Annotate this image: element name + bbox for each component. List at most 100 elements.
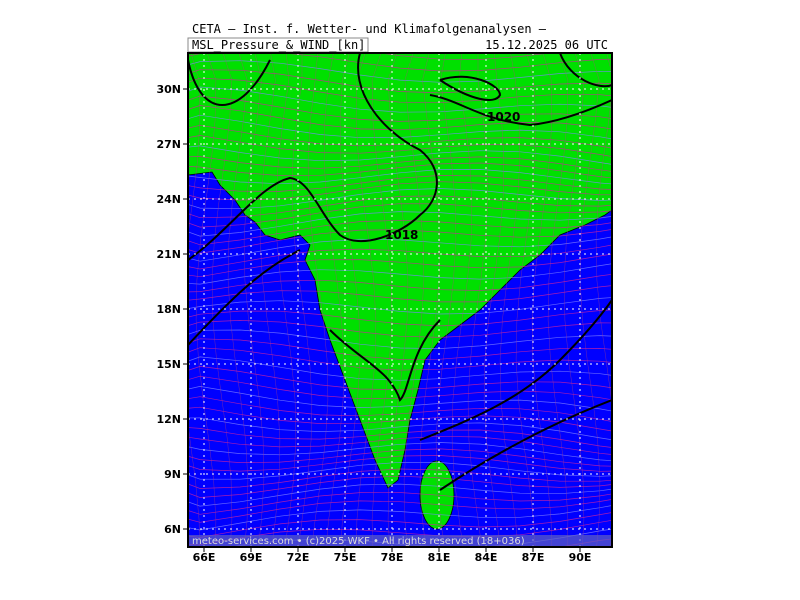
map-frame: [187, 52, 613, 548]
wind-streak: [188, 195, 612, 219]
footer-band: [188, 535, 612, 547]
wind-streak: [275, 53, 297, 547]
wind-streak: [188, 211, 612, 237]
map-body: meteo-services.com • (c)2025 WKF • All r…: [188, 53, 612, 547]
header-title: CETA — Inst. f. Wetter- und Klimafolgena…: [192, 22, 547, 36]
lat-label: 15N: [156, 358, 181, 371]
footer-credit: meteo-services.com • (c)2025 WKF • All r…: [192, 536, 525, 547]
wind-streak: [451, 53, 473, 547]
wind-streak: [188, 253, 612, 278]
wind-streak: [188, 396, 612, 422]
wind-streak: [563, 53, 585, 547]
wind-streak: [188, 86, 612, 113]
wind-streak: [188, 95, 612, 122]
wind-streak: [188, 105, 612, 131]
valid-time: 15.12.2025 06 UTC: [485, 38, 608, 52]
wind-streak: [188, 236, 612, 262]
lon-label: 69E: [240, 551, 263, 564]
lon-label: 66E: [193, 551, 216, 564]
wind-streak: [188, 442, 612, 462]
wind-streak: [188, 461, 612, 480]
wind-streak: [188, 468, 612, 489]
wind-streak: [243, 53, 265, 547]
lon-label: 87E: [522, 551, 545, 564]
lat-label: 12N: [156, 413, 181, 426]
wind-streak: [188, 53, 612, 72]
wind-streak: [419, 53, 441, 547]
wind-streak: [211, 53, 233, 547]
wind-streak: [188, 492, 612, 515]
wind-streak: [188, 203, 612, 228]
lon-label: 72E: [287, 551, 310, 564]
isobars: [188, 53, 612, 491]
wind-streak: [188, 329, 612, 349]
wind-streak: [188, 338, 612, 360]
lat-label: 18N: [156, 303, 181, 316]
lat-label: 30N: [156, 83, 181, 96]
wind-streak: [188, 448, 612, 467]
isobar-label: 1018: [385, 228, 418, 242]
wind-streak: [188, 499, 612, 523]
wind-lines: [188, 53, 612, 547]
field-name: MSL_Pressure_&_WIND_[kn]: [192, 38, 365, 52]
wind-streak: [291, 53, 313, 547]
wind-streak: [188, 181, 612, 201]
wind-streak: [499, 53, 521, 547]
wind-streak: [227, 53, 249, 547]
wind-streak: [611, 232, 612, 243]
wind-streak: [195, 53, 217, 547]
wind-streak: [188, 435, 612, 455]
wind-streak: [307, 53, 329, 547]
lon-label: 78E: [381, 551, 404, 564]
wind-streak: [188, 169, 612, 185]
lon-label: 75E: [334, 551, 357, 564]
wind-streak: [188, 156, 612, 172]
wind-streak: [188, 219, 612, 246]
wind-streak: [483, 53, 505, 547]
wind-streak: [188, 53, 201, 547]
graticule: [188, 53, 612, 547]
isobar-label: 1020: [487, 110, 520, 124]
wind-streak: [515, 53, 537, 547]
wind-streak: [467, 53, 489, 547]
wind-streak: [188, 505, 612, 531]
lat-label: 21N: [156, 248, 181, 261]
wind-streak: [188, 366, 612, 391]
wind-streak: [339, 53, 361, 547]
wind-streak: [188, 297, 612, 315]
wind-streak: [188, 483, 612, 507]
wind-streak: [547, 53, 569, 547]
wind-streak: [188, 77, 612, 104]
wind-streak: [188, 145, 612, 165]
wind-streak: [188, 356, 612, 381]
wind-streak: [259, 53, 281, 547]
wind-streak: [188, 320, 612, 338]
wind-streak: [403, 53, 425, 547]
wind-streak: [435, 53, 457, 547]
wind-streak: [188, 417, 612, 441]
wind-streak: [188, 244, 612, 270]
wind-streak: [387, 53, 409, 547]
wind-streak: [323, 53, 345, 547]
wind-streak: [579, 53, 601, 547]
wind-streak: [595, 53, 612, 547]
lon-label: 84E: [475, 551, 498, 564]
wind-streak: [188, 475, 612, 498]
wind-streak: [188, 455, 612, 472]
wind-streak: [188, 309, 612, 327]
wind-streak: [188, 60, 612, 83]
wind-streak: [188, 69, 612, 94]
lat-label: 9N: [164, 468, 181, 481]
wind-streak: [188, 135, 612, 157]
wind-streak: [188, 263, 612, 285]
lat-label: 24N: [156, 193, 181, 206]
wind-streak: [355, 53, 377, 547]
lon-label: 81E: [428, 551, 451, 564]
wind-streak: [188, 162, 612, 179]
lon-label: 90E: [569, 551, 592, 564]
wind-streak: [188, 512, 612, 538]
wind-streak: [188, 273, 612, 293]
lat-label: 27N: [156, 138, 181, 151]
wind-streak: [377, 53, 553, 60]
